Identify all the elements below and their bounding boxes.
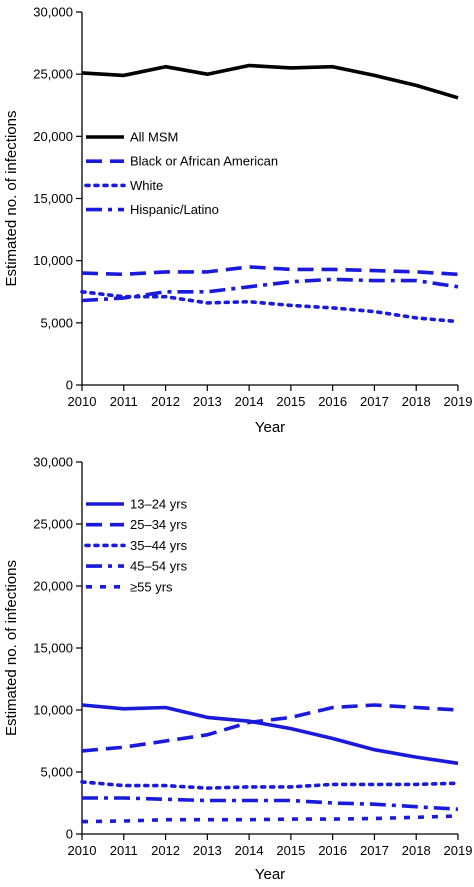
x-axis-title: Year [255,419,285,436]
x-tick-label: 2015 [276,843,305,858]
x-tick-label: 2015 [276,394,305,409]
y-tick-label: 10,000 [33,253,73,268]
y-tick-label: 10,000 [33,703,73,718]
x-tick-label: 2011 [110,394,138,409]
legend: All MSM Black or African American White His… [84,130,278,217]
y-tick-label: 5,000 [40,315,73,330]
chart-2: 0 5,000 10,000 15,000 20,000 25,000 30,000 2010… [3,455,472,884]
y-tick-label: 5,000 [40,765,73,780]
y-tick-label: 25,000 [33,67,73,82]
y-tick-label: 30,000 [33,5,73,20]
x-tick-label: 2010 [68,394,97,409]
legend-label: All MSM [130,130,178,145]
series-line-55-yrs [81,814,459,824]
y-axis-title: Estimated no. of infections [3,560,20,736]
y-tick-label: 15,000 [33,191,73,206]
x-axis-title: Year [255,866,285,883]
legend-label: White [130,178,163,193]
legend-label: ≥55 yrs [130,579,173,594]
x-tick-label: 2011 [110,843,138,858]
series-line-black-or-african-american [81,265,459,277]
x-tick-label: 2013 [193,843,222,858]
x-tick-label: 2010 [68,843,97,858]
x-tick-label: 2016 [318,843,347,858]
series-line-white [80,289,460,324]
series-line-all-msm [81,63,459,100]
y-axis-title: Estimated no. of infections [3,111,20,287]
y-tick-label: 0 [66,827,73,842]
x-tick-label: 2018 [402,394,431,409]
series-line-hispanic-latino [81,277,459,303]
x-tick-label: 2012 [151,394,180,409]
series-line-13-24-yrs [81,703,459,766]
x-tick-label: 2019 [444,843,473,858]
x-tick-label: 2017 [360,843,389,858]
y-tick-label: 30,000 [33,455,73,470]
y-tick-label: 25,000 [33,517,73,532]
legend-label: 35–44 yrs [130,538,188,553]
y-tick-label: 15,000 [33,641,73,656]
series-line-45-54-yrs [82,796,459,811]
x-tick-label: 2012 [151,843,180,858]
chart-1: 0 5,000 10,000 15,000 20,000 25,000 30,000 2010… [3,5,472,437]
y-tick-label: 20,000 [33,129,73,144]
x-tick-label: 2014 [235,843,264,858]
x-tick-label: 2013 [193,394,222,409]
series-line-35-44-yrs [80,780,460,790]
legend-label: 13–24 yrs [130,497,188,512]
x-tick-label: 2019 [444,394,473,409]
x-tick-label: 2018 [402,843,431,858]
x-tick-label: 2016 [318,394,347,409]
legend: 13–24 yrs 25–34 yrs 35–44 yrs 45–54 yrs ≥55 … [84,497,188,594]
legend-label: Black or African American [130,154,278,169]
y-tick-label: 0 [66,378,73,393]
x-tick-label: 2014 [235,394,264,409]
legend-label: 25–34 yrs [130,517,188,532]
y-tick-label: 20,000 [33,579,73,594]
series-line-25-34-yrs [81,703,459,753]
legend-label: Hispanic/Latino [130,202,219,217]
legend-label: 45–54 yrs [130,559,188,574]
x-tick-label: 2017 [360,394,389,409]
